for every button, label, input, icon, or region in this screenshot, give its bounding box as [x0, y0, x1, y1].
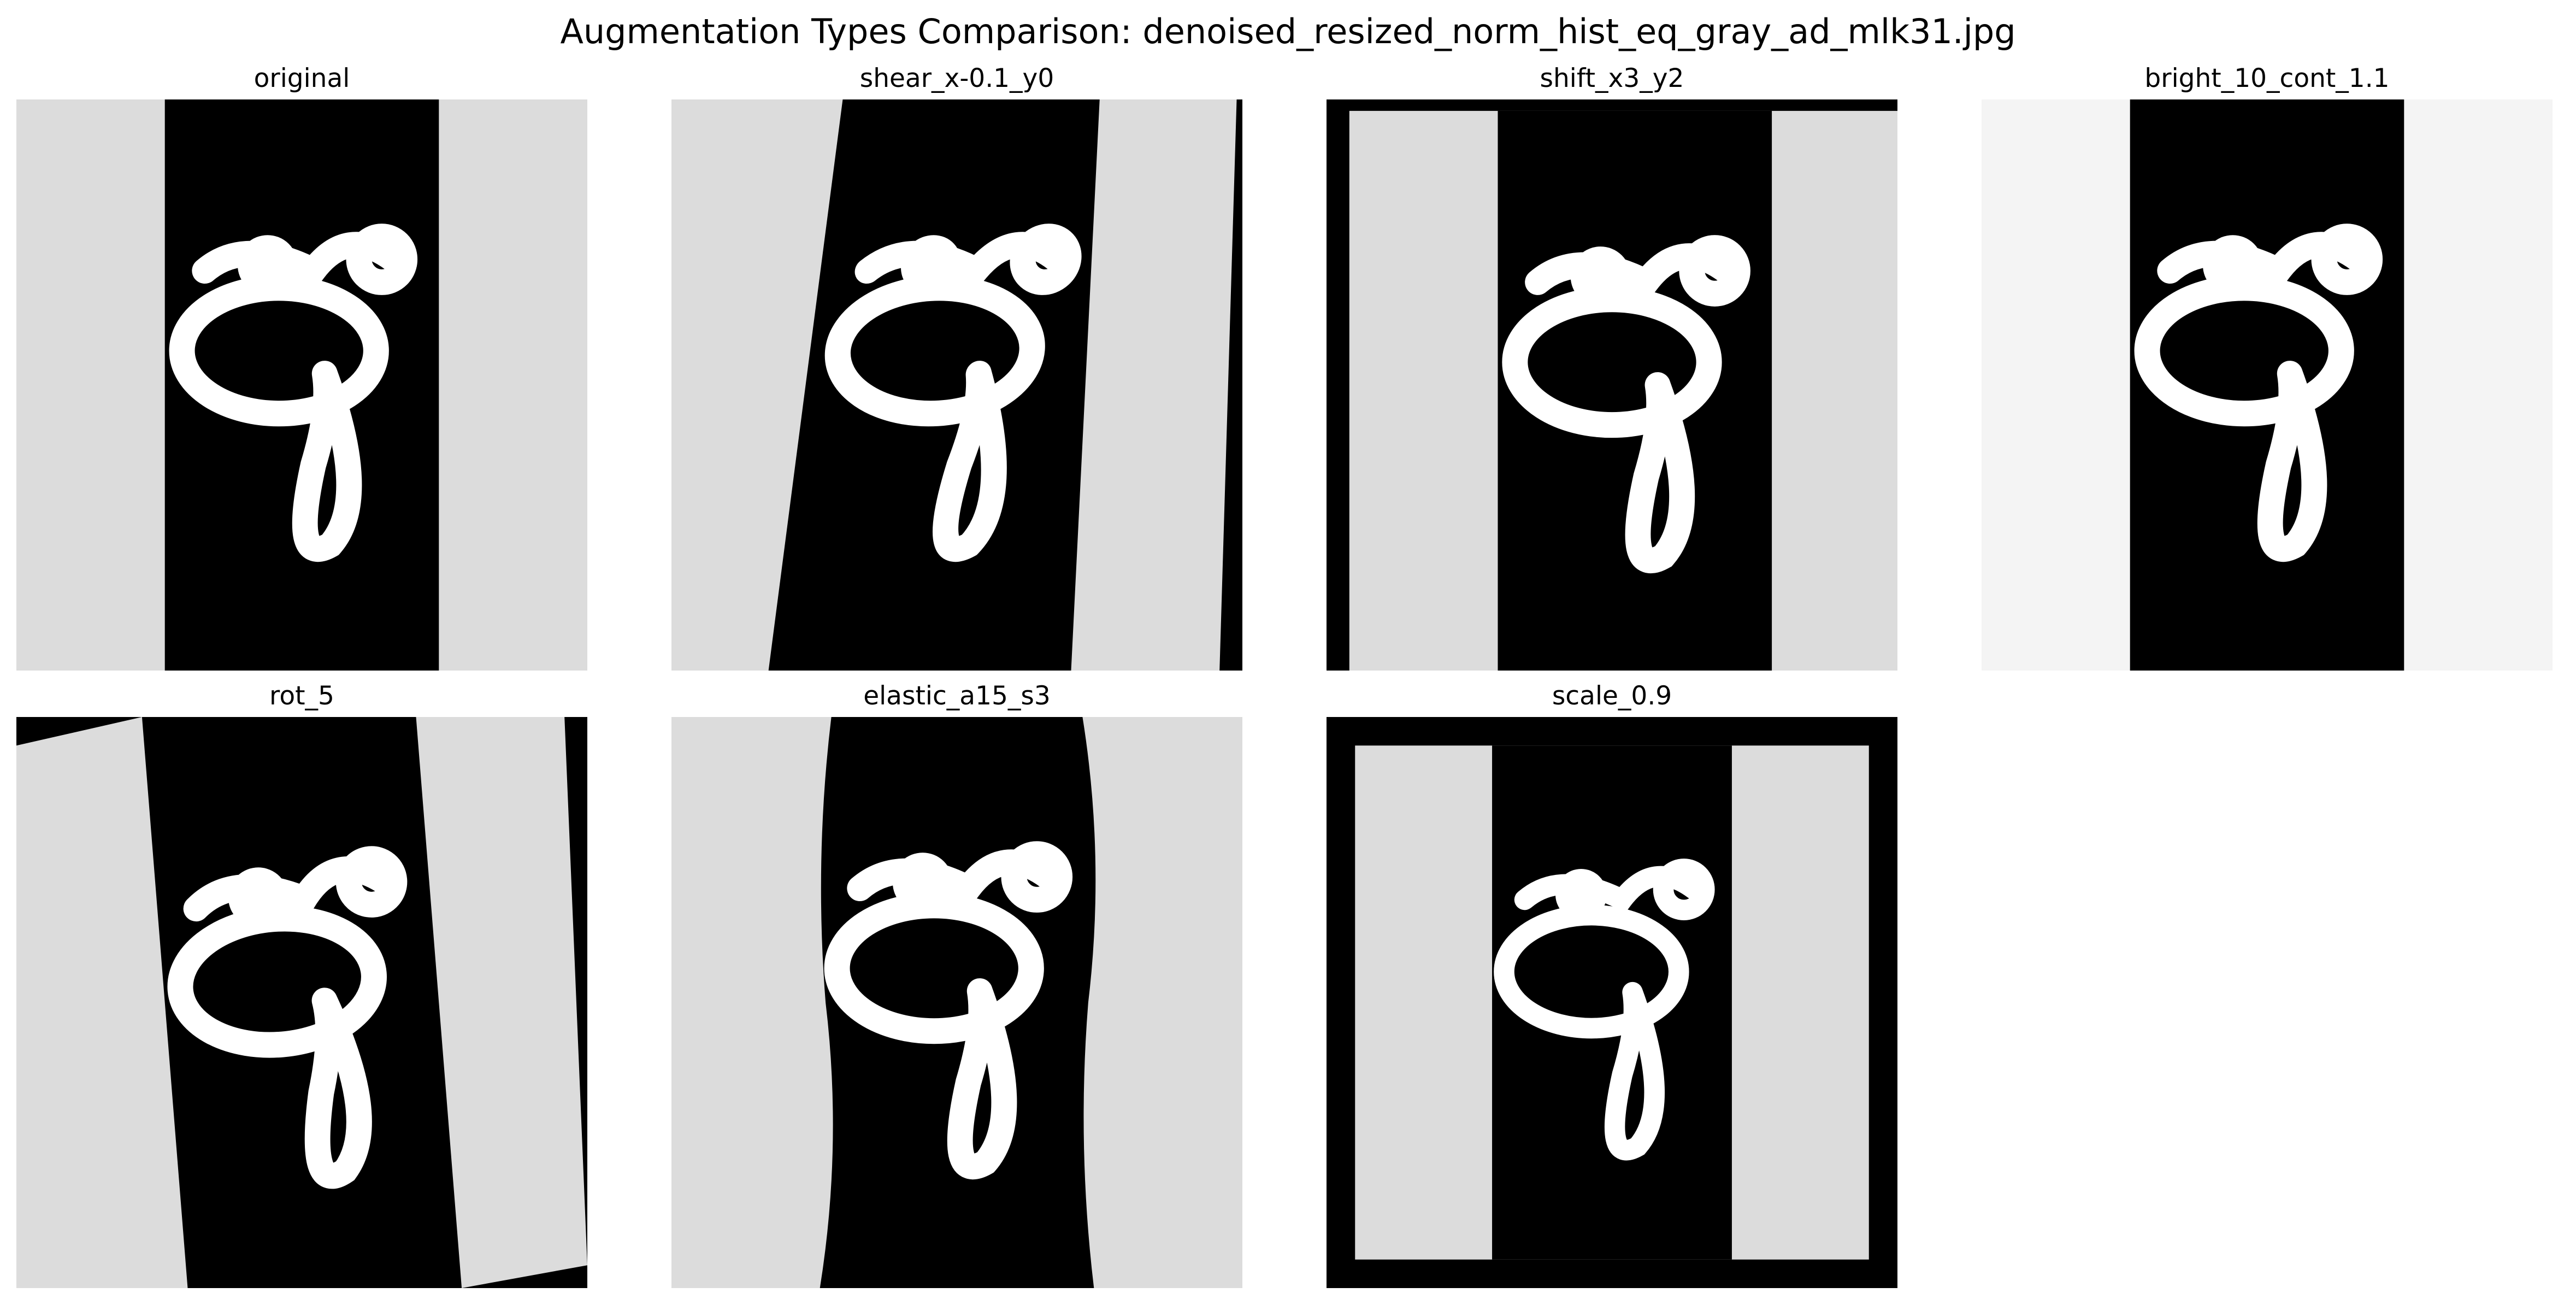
image-rot	[16, 717, 587, 1288]
image-scale	[1327, 717, 1897, 1288]
handwritten-glyph	[1494, 859, 1715, 1161]
handwritten-glyph	[1502, 235, 1750, 573]
image-shift	[1327, 99, 1897, 671]
image-original	[16, 99, 587, 671]
handwritten-glyph	[167, 846, 408, 1189]
figure-title: Augmentation Types Comparison: denoised_…	[560, 11, 2016, 51]
image-shear	[671, 99, 1242, 671]
handwritten-glyph	[824, 841, 1073, 1180]
handwritten-glyph	[824, 224, 1082, 562]
handwritten-glyph	[169, 224, 418, 562]
panel-title-bright: bright_10_cont_1.1	[2144, 63, 2390, 93]
panel-title-rot: rot_5	[269, 681, 334, 711]
panel-title-scale: scale_0.9	[1552, 681, 1672, 711]
handwritten-glyph	[2134, 224, 2383, 562]
panel-title-original: original	[254, 63, 350, 93]
panel-title-shift: shift_x3_y2	[1540, 63, 1684, 93]
panel-title-elastic: elastic_a15_s3	[863, 681, 1051, 711]
image-elastic	[671, 717, 1242, 1288]
panel-title-shear: shear_x-0.1_y0	[859, 63, 1054, 93]
image-bright	[1982, 99, 2553, 671]
